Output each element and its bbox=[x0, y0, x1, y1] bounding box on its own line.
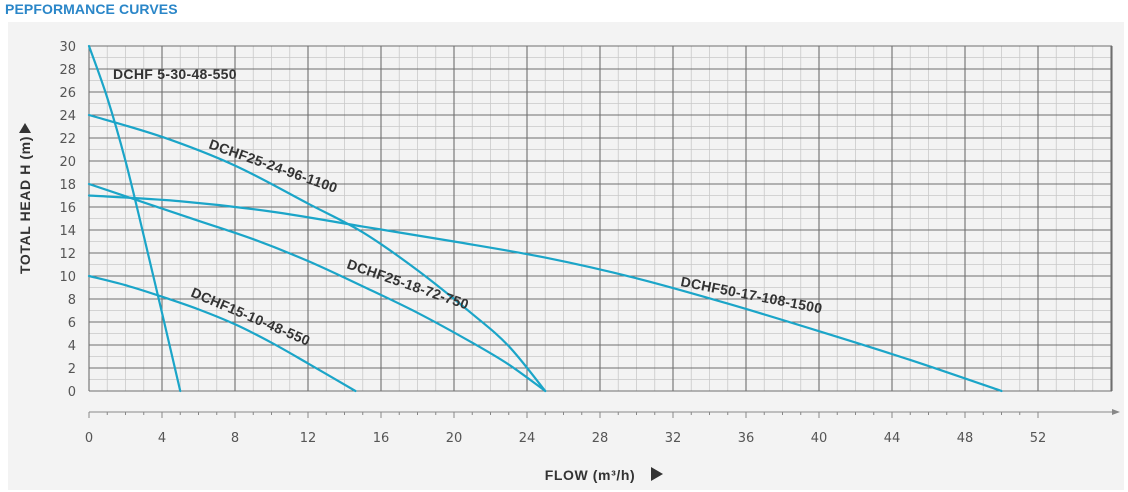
x-tick-label: 44 bbox=[884, 431, 901, 446]
y-tick-label: 26 bbox=[59, 86, 76, 101]
y-tick-label: 20 bbox=[59, 155, 76, 170]
y-tick-label: 16 bbox=[59, 201, 76, 216]
x-tick-label: 0 bbox=[85, 431, 93, 446]
y-axis-title: TOTAL HEAD H (m) bbox=[17, 136, 33, 274]
x-tick-label: 24 bbox=[519, 431, 536, 446]
x-axis-arrow-icon bbox=[651, 467, 663, 481]
y-tick-label: 22 bbox=[59, 132, 76, 147]
x-axis-title-group: FLOW (m³/h) bbox=[545, 467, 663, 483]
grid-major bbox=[88, 45, 1113, 392]
x-tick-label: 52 bbox=[1030, 431, 1047, 446]
y-tick-label: 18 bbox=[59, 178, 76, 193]
series-curve bbox=[87, 194, 1003, 393]
x-tick-label: 8 bbox=[231, 431, 239, 446]
x-axis-title: FLOW (m³/h) bbox=[545, 467, 636, 483]
x-tick-label: 20 bbox=[446, 431, 463, 446]
series-curve bbox=[87, 44, 182, 393]
curve-label: DCHF25-24-96-1100 bbox=[207, 136, 340, 196]
x-tick-label: 4 bbox=[158, 431, 166, 446]
x-tick-label: 16 bbox=[373, 431, 390, 446]
x-tick-label: 40 bbox=[811, 431, 828, 446]
x-axis-end-arrow bbox=[1112, 409, 1120, 415]
y-tick-label: 6 bbox=[68, 316, 76, 331]
x-tick-label: 48 bbox=[957, 431, 974, 446]
y-tick-label: 28 bbox=[59, 63, 76, 78]
y-tick-label: 10 bbox=[59, 270, 76, 285]
curve-label: DCHF15-10-48-550 bbox=[189, 284, 313, 349]
curve-label: DCHF 5-30-48-550 bbox=[113, 66, 237, 82]
x-tick-label: 36 bbox=[738, 431, 755, 446]
page-title: PEPFORMANCE CURVES bbox=[5, 1, 178, 17]
series-curve bbox=[87, 274, 357, 393]
y-tick-label: 30 bbox=[59, 40, 76, 55]
y-tick-label: 14 bbox=[59, 224, 76, 239]
axes bbox=[88, 409, 1120, 418]
series-curve bbox=[87, 182, 547, 393]
y-axis-title-group: TOTAL HEAD H (m) bbox=[17, 123, 33, 274]
x-tick-labels: 0 4 8 12 16 20 24 28 32 36 40 44 48 52 bbox=[85, 431, 1046, 446]
series-curve bbox=[87, 113, 547, 393]
x-tick-label: 28 bbox=[592, 431, 609, 446]
x-tick-label: 32 bbox=[665, 431, 682, 446]
y-tick-label: 8 bbox=[68, 293, 76, 308]
y-tick-label: 2 bbox=[68, 362, 76, 377]
x-tick-label: 12 bbox=[300, 431, 317, 446]
y-axis-arrow-icon bbox=[19, 123, 31, 133]
y-tick-label: 4 bbox=[68, 339, 76, 354]
curves bbox=[87, 44, 1003, 393]
y-tick-label: 0 bbox=[68, 385, 76, 400]
y-tick-label: 24 bbox=[59, 109, 76, 124]
y-tick-label: 12 bbox=[59, 247, 76, 262]
